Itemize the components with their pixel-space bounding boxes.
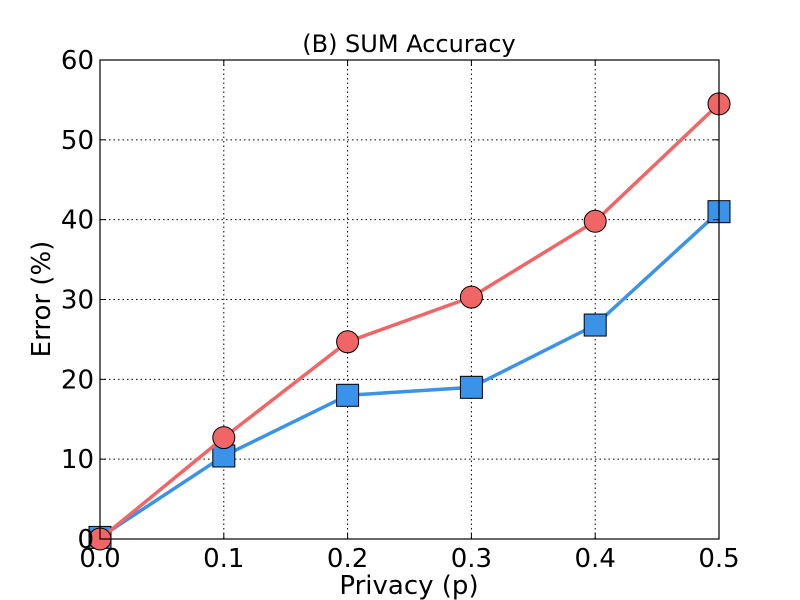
- data-point-circle: [336, 330, 360, 354]
- y-tick-label: 0: [77, 525, 94, 555]
- grid-lines: [100, 60, 719, 539]
- data-point-circle: [459, 285, 483, 309]
- series-line-square: [99, 210, 721, 539]
- data-point-square: [459, 375, 483, 399]
- data-series-group: [88, 92, 731, 551]
- y-tick-label: 20: [61, 365, 94, 395]
- y-tick-label: 10: [61, 445, 94, 475]
- series-circle: [88, 92, 731, 551]
- data-point-square: [583, 313, 607, 337]
- x-tick-label: 0.5: [698, 544, 739, 574]
- x-tick-label: 0.3: [451, 544, 492, 574]
- y-tick-label: 50: [61, 126, 94, 156]
- x-tick-label: 0.1: [203, 544, 244, 574]
- data-point-circle: [583, 209, 607, 233]
- series-square: [88, 200, 731, 549]
- plot-frame: [99, 59, 720, 540]
- series-line-circle: [98, 102, 721, 541]
- data-point-square: [336, 383, 360, 407]
- y-tick-label: 40: [61, 206, 94, 236]
- x-tick-label: 0.4: [575, 544, 616, 574]
- x-tick-label: 0.2: [327, 544, 368, 574]
- y-tick-label: 30: [61, 286, 94, 316]
- axis-ticks: 0.0 0.1 0.2 0.3 0.4 0.5 0 10 20 30 40 50 60: [61, 46, 740, 574]
- chart-title: (B) SUM Accuracy: [302, 30, 516, 58]
- x-tick-label: 0.0: [79, 544, 120, 574]
- data-point-circle: [212, 426, 236, 450]
- y-tick-label: 60: [61, 46, 94, 76]
- x-axis-label: Privacy (p): [339, 571, 478, 600]
- y-axis-label: Error (%): [27, 241, 57, 358]
